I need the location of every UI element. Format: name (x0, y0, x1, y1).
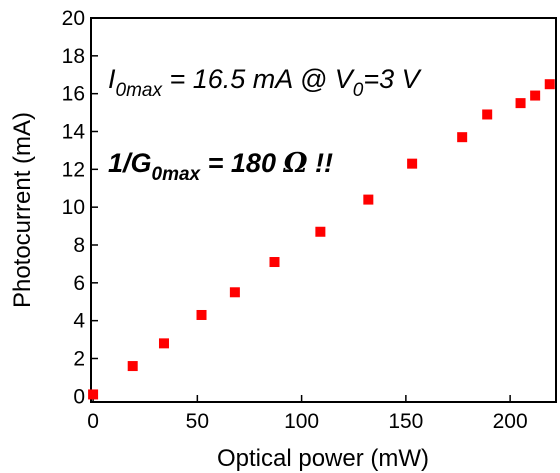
anno-g-sub: 0max (152, 164, 202, 185)
y-tick-label: 20 (62, 7, 85, 30)
data-point (515, 98, 526, 109)
anno-v-sub: 0 (353, 80, 364, 101)
x-tick-label: 100 (284, 410, 319, 433)
plot-frame (90, 17, 557, 403)
data-point (407, 158, 418, 169)
y-axis-label: Photocurrent (mA) (9, 112, 36, 308)
data-points (88, 79, 555, 400)
x-tick-label: 200 (493, 410, 528, 433)
y-tick-label: 0 (73, 385, 85, 408)
data-point (196, 309, 207, 320)
x-axis-ticks: 0 50 100 150 200 (87, 395, 528, 433)
y-tick-label: 16 (62, 83, 85, 106)
anno-omega: Ω (282, 148, 307, 179)
anno-i-symbol: I (108, 64, 116, 94)
data-point (158, 338, 169, 349)
y-tick-label: 2 (73, 347, 85, 370)
y-tick-label: 18 (62, 45, 85, 68)
data-point (269, 257, 280, 268)
y-tick-label: 12 (62, 158, 85, 181)
anno-i-sub: 0max (116, 80, 164, 101)
y-tick-label: 14 (62, 120, 86, 143)
anno-v-eq: =3 V (363, 64, 422, 94)
y-tick-label: 6 (73, 272, 85, 295)
anno-g-suffix: !! (308, 148, 333, 178)
x-tick-label: 50 (186, 410, 209, 433)
y-tick-label: 8 (73, 234, 85, 257)
anno-g-eq: = 180 (200, 148, 283, 178)
anno-g-prefix: 1/G (108, 148, 152, 178)
data-point (530, 90, 541, 101)
anno-i-eq: = 16.5 mA @ V (162, 64, 356, 94)
x-axis-label: Optical power (mW) (217, 445, 429, 472)
data-point (229, 287, 240, 298)
data-point (457, 132, 468, 143)
data-point (127, 361, 138, 372)
x-tick-label: 150 (388, 410, 423, 433)
data-point (363, 194, 374, 205)
data-point (315, 226, 326, 237)
annotation-imax: I0max = 16.5 mA @ V0=3 V (108, 64, 423, 101)
y-tick-label: 10 (62, 196, 85, 219)
y-axis-ticks: 0 2 4 6 8 10 12 14 16 18 20 (62, 7, 98, 408)
data-point (544, 79, 555, 90)
annotation-gmax: 1/G0max = 180 Ω !! (108, 148, 333, 185)
data-point (88, 389, 99, 400)
x-tick-label: 0 (87, 410, 99, 433)
data-point (482, 109, 493, 120)
y-tick-label: 4 (73, 310, 85, 333)
